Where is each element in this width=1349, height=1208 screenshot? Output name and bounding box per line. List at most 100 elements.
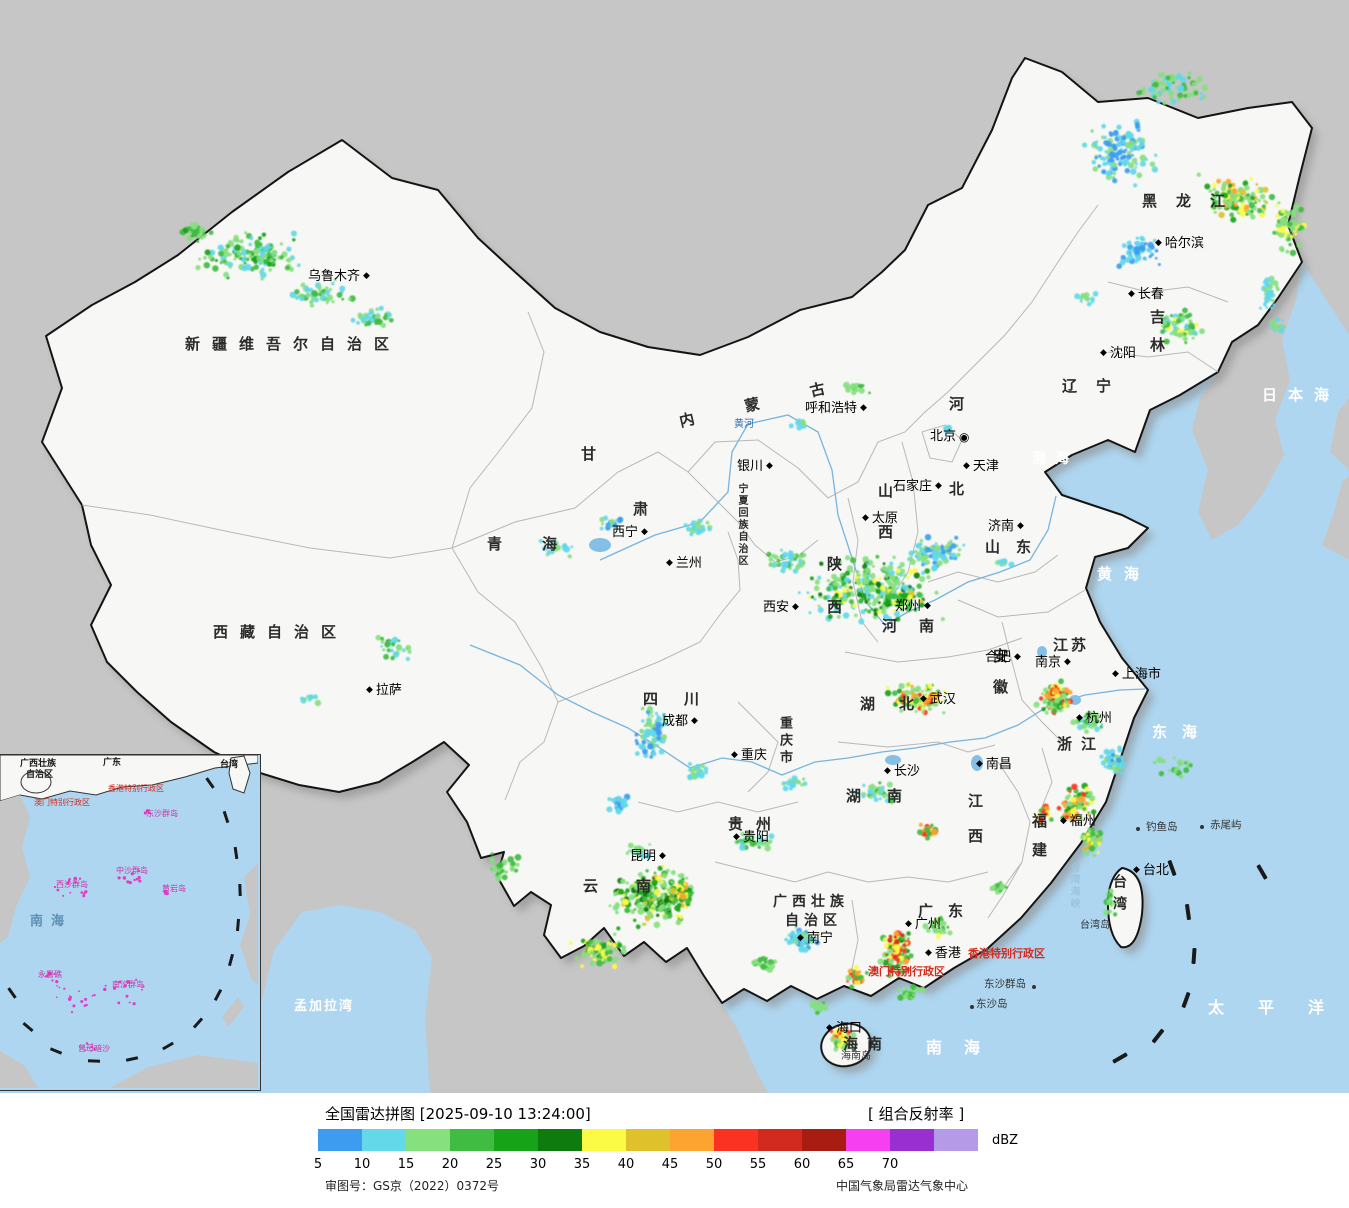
island-symbol (53, 885, 57, 889)
radar-echo (841, 588, 847, 593)
radar-echo (885, 579, 890, 584)
radar-echo (258, 236, 262, 241)
radar-echo (919, 575, 926, 583)
radar-echo (856, 580, 862, 586)
radar-echo (1099, 725, 1104, 729)
radar-echo (617, 516, 624, 523)
radar-echo (1066, 806, 1072, 811)
radar-echo (1298, 206, 1304, 213)
radar-echo (739, 840, 744, 845)
island-symbol (128, 881, 132, 885)
radar-echo (1200, 92, 1204, 96)
radar-echo (1108, 909, 1113, 914)
radar-echo (868, 391, 871, 395)
radar-echo (940, 554, 947, 561)
radar-echo (947, 930, 953, 936)
radar-echo (842, 612, 850, 619)
radar-echo (1109, 748, 1116, 756)
boundary-dash-layer (970, 825, 1268, 1064)
radar-echo (1126, 240, 1132, 246)
radar-echo (1099, 156, 1104, 161)
radar-echo (1160, 329, 1165, 335)
radar-echo (862, 783, 866, 788)
radar-echo (179, 230, 182, 234)
radar-echo (814, 940, 821, 946)
radar-echo (609, 939, 613, 943)
radar-echo (1139, 141, 1145, 147)
radar-echo (1184, 761, 1187, 765)
radar-echo (228, 265, 232, 269)
radar-echo (1121, 154, 1126, 160)
radar-echo (1177, 92, 1183, 99)
radar-echo (514, 868, 519, 873)
radar-echo (375, 634, 382, 641)
map-title: 全国雷达拼图 [2025-09-10 13:24:00] (325, 1105, 591, 1123)
radar-echo (1287, 221, 1293, 227)
radar-echo (831, 1036, 835, 1040)
radar-echo (653, 871, 657, 875)
radar-echo (644, 879, 650, 886)
radar-echo (936, 560, 943, 567)
radar-echo (659, 904, 666, 911)
radar-echo (1264, 295, 1270, 302)
radar-echo (956, 552, 961, 557)
radar-echo (845, 974, 852, 982)
inset-ocean (0, 755, 258, 1088)
radar-echo (336, 292, 343, 298)
radar-echo (683, 523, 688, 527)
radar-echo (797, 591, 801, 595)
radar-echo (1086, 793, 1090, 798)
radar-echo (895, 957, 901, 963)
radar-echo (292, 238, 296, 242)
radar-echo (901, 700, 906, 705)
radar-echo (1082, 806, 1087, 812)
radar-echo (915, 551, 921, 557)
radar-echo (291, 230, 297, 237)
radar-echo (662, 873, 668, 879)
radar-echo (1201, 84, 1209, 91)
radar-echo (893, 935, 898, 939)
radar-echo (930, 828, 938, 835)
radar-echo (888, 955, 893, 960)
radar-echo (760, 963, 767, 970)
radar-echo (926, 928, 931, 933)
radar-echo (1275, 204, 1279, 208)
island-symbol (122, 876, 127, 880)
radar-echo (622, 893, 626, 897)
radar-echo (776, 558, 781, 563)
radar-echo (647, 719, 651, 723)
island-symbol (117, 876, 121, 880)
radar-echo (699, 769, 703, 773)
radar-echo (889, 935, 893, 939)
radar-echo (621, 798, 625, 803)
radar-echo (1060, 815, 1066, 821)
radar-echo (580, 938, 586, 944)
radar-echo (1116, 263, 1122, 270)
radar-echo (887, 949, 892, 955)
radar-echo (248, 242, 253, 247)
radar-echo (1219, 206, 1223, 210)
radar-echo (656, 717, 660, 721)
radar-echo (1202, 95, 1207, 99)
radar-echo (643, 724, 647, 728)
radar-echo (234, 244, 241, 251)
radar-echo (788, 938, 795, 945)
radar-echo (884, 689, 892, 697)
radar-echo (204, 249, 211, 256)
radar-echo (658, 748, 665, 755)
radar-echo (1079, 835, 1085, 840)
radar-echo (1103, 909, 1110, 916)
radar-echo (1178, 774, 1184, 779)
radar-echo (864, 567, 871, 574)
radar-echo (365, 320, 372, 326)
radar-echo (847, 968, 853, 974)
radar-echo (687, 762, 692, 767)
legend-tick: 5 (313, 1157, 323, 1172)
radar-echo (854, 613, 858, 618)
radar-echo (1256, 207, 1263, 214)
radar-echo (1067, 700, 1071, 704)
radar-echo (384, 641, 391, 648)
radar-echo (360, 316, 364, 321)
radar-echo (932, 561, 936, 565)
radar-echo (1087, 843, 1091, 847)
